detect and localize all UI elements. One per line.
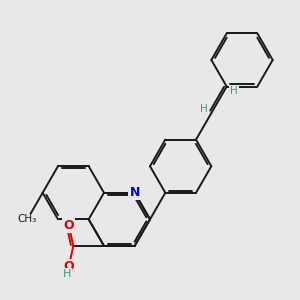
- Text: CH₃: CH₃: [18, 214, 37, 224]
- Text: H: H: [230, 86, 238, 96]
- Text: H: H: [200, 104, 208, 114]
- Text: N: N: [130, 186, 140, 199]
- Text: H: H: [63, 269, 71, 279]
- Text: O: O: [63, 219, 74, 232]
- Text: O: O: [63, 260, 74, 273]
- Text: H: H: [64, 262, 73, 272]
